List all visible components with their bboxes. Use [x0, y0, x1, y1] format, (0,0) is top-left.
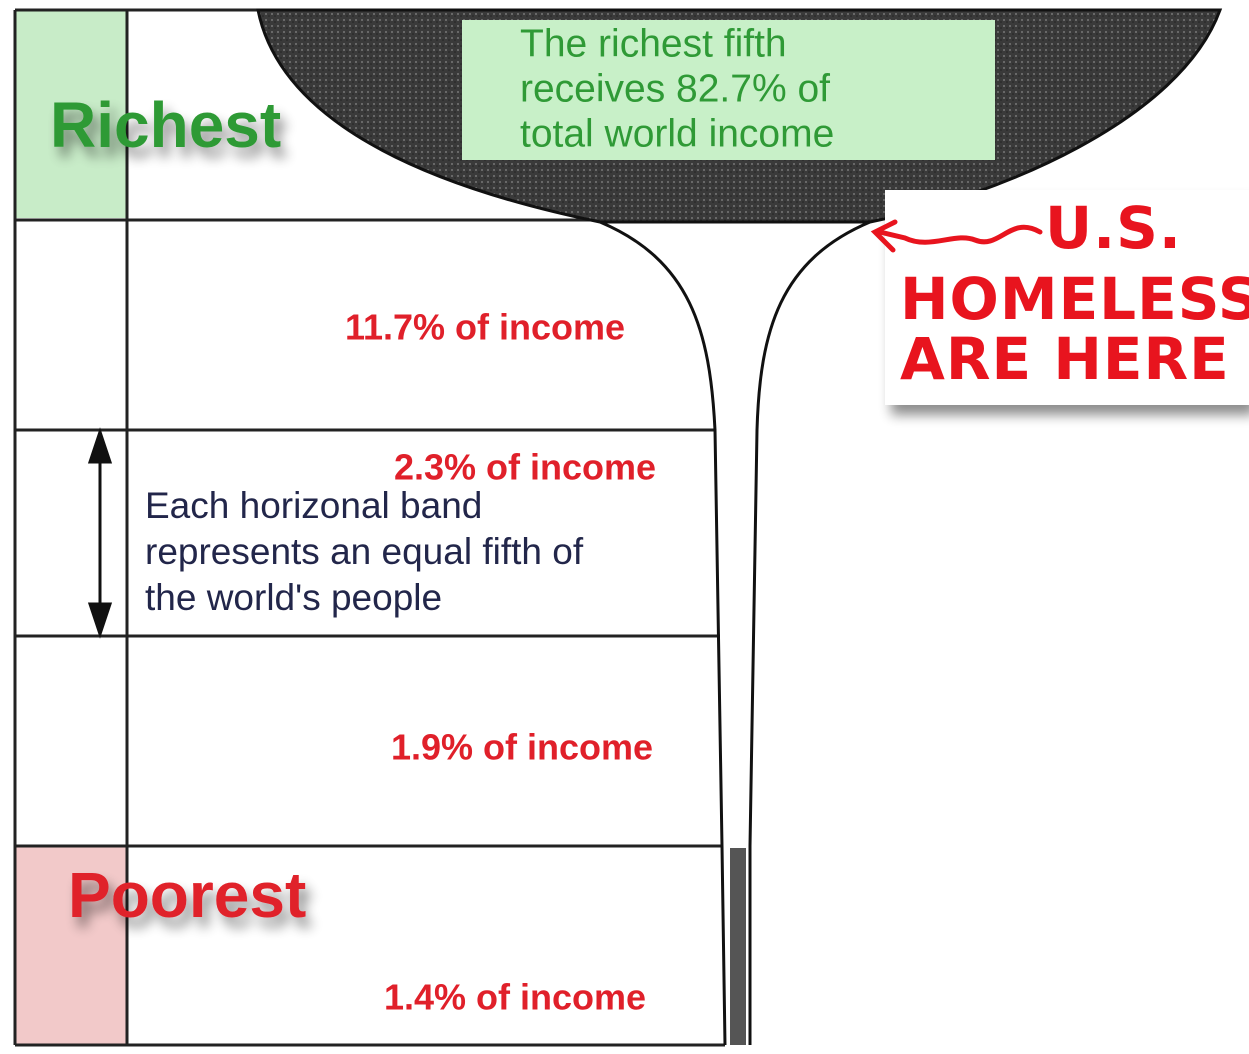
band-label: 11.7% of income [345, 307, 625, 348]
band-label: 2.3% of income [394, 447, 656, 488]
callout-text: total world income [520, 112, 834, 155]
diagram: The richest fifth receives 82.7% of tota… [0, 0, 1249, 1049]
annotation-text: HOMELESS [900, 265, 1249, 333]
callout-text: The richest fifth [520, 22, 787, 65]
glass-base [730, 848, 746, 1045]
poorest-label: Poorest [68, 859, 306, 931]
note-text: Each horizonal band [145, 485, 482, 526]
annotation-text: ARE HERE [900, 325, 1230, 393]
band-arrow [90, 432, 110, 634]
callout-text: receives 82.7% of [520, 67, 830, 110]
note-text: the world's people [145, 577, 442, 618]
annotation-text: U.S. [1045, 194, 1182, 262]
note-text: represents an equal fifth of [145, 531, 584, 572]
glass-stem-right [750, 222, 870, 1045]
page: The richest fifth receives 82.7% of tota… [0, 0, 1249, 1049]
band-label: 1.9% of income [391, 727, 653, 768]
band-label: 1.4% of income [384, 977, 646, 1018]
richest-label: Richest [50, 89, 281, 161]
